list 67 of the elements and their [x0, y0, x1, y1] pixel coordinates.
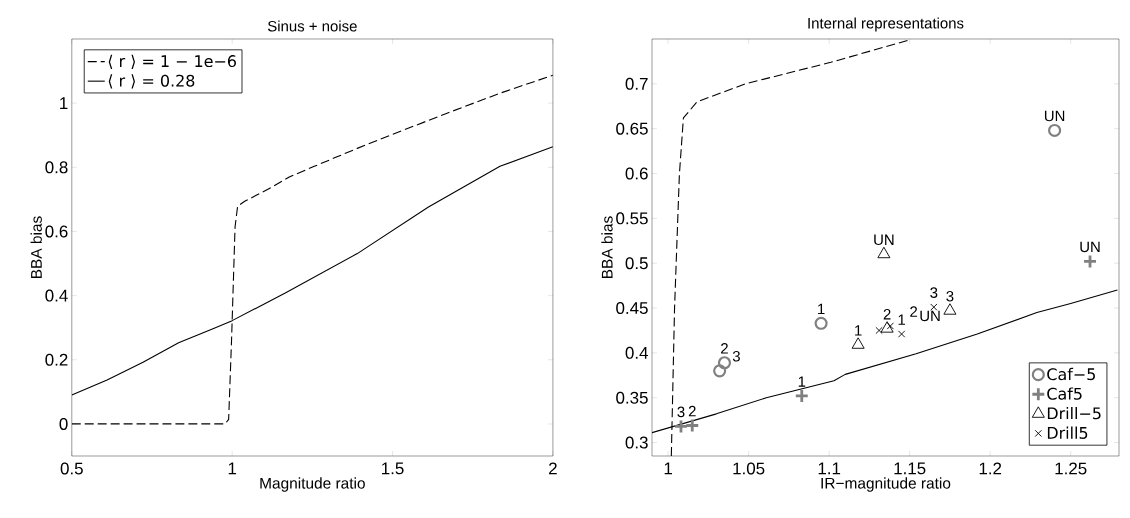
y-tick-label: 0.2: [45, 353, 68, 366]
y-tick-label: 0.4: [625, 346, 648, 359]
legend-label: Caf5: [1047, 387, 1082, 400]
point: [1048, 123, 1062, 138]
y-tick-label: 0.65: [616, 122, 648, 135]
x-tick-label: 1.15: [894, 462, 926, 475]
y-tick-label: 0.4: [45, 289, 68, 302]
legend-label: Drill−5: [1047, 407, 1101, 420]
y-tick-label: 0.6: [625, 167, 648, 180]
y-tick-label: 0.8: [45, 161, 68, 174]
annotation: 1: [898, 314, 906, 325]
point: [673, 419, 689, 434]
point: [684, 418, 700, 433]
legend-label: Caf−5: [1047, 367, 1095, 381]
legend-label: ⟨ r ⟩ = 1 − 1e−6: [108, 54, 236, 69]
point: [851, 337, 865, 349]
x-tick-label: 1: [664, 462, 672, 475]
annotation: UN: [1044, 110, 1065, 122]
point: [877, 246, 891, 259]
chart-title: Internal representations: [808, 17, 964, 32]
point: [875, 326, 883, 335]
point: [717, 356, 732, 370]
y-tick-label: 0.45: [616, 302, 648, 315]
point: [814, 316, 828, 330]
annotation: 2: [688, 405, 696, 417]
y-tick-label: 0.6: [45, 225, 68, 238]
annotation: 3: [946, 290, 954, 302]
y-axis-title: BBA bias: [30, 216, 42, 278]
x-axis-title: IR−magnitude ratio: [821, 477, 951, 492]
y-tick-label: 0.55: [616, 212, 648, 225]
annotation: 3: [732, 351, 740, 362]
x-tick-label: 1.1: [818, 462, 841, 475]
legend-label: Drill5: [1047, 426, 1088, 439]
x-tick-label: 1.05: [733, 462, 765, 475]
x-tick-label: 2: [549, 462, 557, 475]
annotation: 2: [910, 306, 918, 317]
y-tick-label: 0: [59, 417, 68, 430]
point: [880, 321, 894, 333]
x-tick-label: 1.5: [382, 462, 404, 475]
point: [713, 364, 727, 378]
annotation: UN: [920, 310, 940, 322]
annotation: 1: [798, 376, 806, 387]
y-tick-label: 1: [60, 97, 68, 109]
legend-label: ⟨ r ⟩ = 0.28: [108, 74, 195, 89]
x-tick-label: 1.2: [979, 462, 1002, 475]
annotation: 3: [930, 287, 938, 298]
annotation: UN: [1080, 241, 1100, 253]
point: [943, 303, 957, 315]
point: [898, 330, 906, 338]
annotation: 1: [818, 303, 825, 315]
annotation: 2: [883, 309, 891, 320]
point: [886, 322, 894, 330]
y-tick-label: 0.5: [625, 257, 648, 270]
chart-title: Sinus + noise: [267, 20, 357, 32]
annotation: 2: [721, 343, 728, 354]
y-tick-label: 0.3: [625, 436, 648, 449]
x-tick-label: 1: [228, 462, 237, 475]
x-axis-title: Magnitude ratio: [260, 477, 365, 492]
y-tick-label: 0.7: [625, 77, 648, 90]
y-axis-title: BBA bias: [601, 216, 613, 278]
x-tick-label: 1.25: [1055, 462, 1087, 475]
annotation: 1: [855, 325, 862, 336]
annotation: 3: [677, 406, 685, 418]
y-tick-label: 0.35: [616, 391, 648, 404]
point: [794, 388, 810, 404]
annotation: UN: [874, 234, 894, 246]
point: [1082, 254, 1098, 269]
